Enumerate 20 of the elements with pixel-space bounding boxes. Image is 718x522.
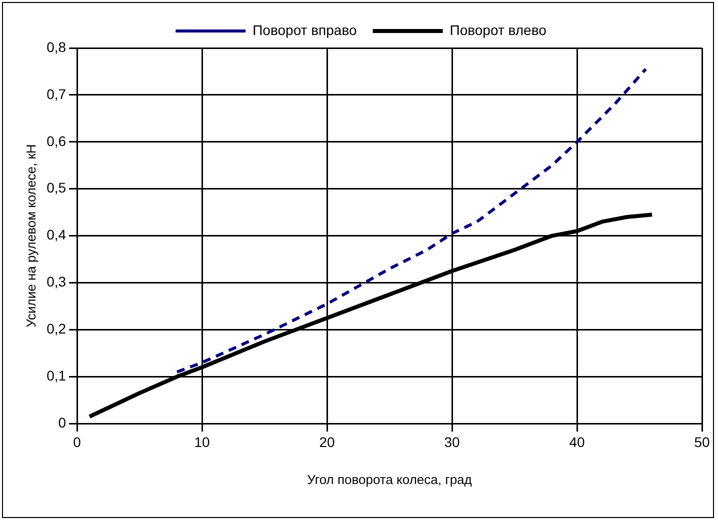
legend-label: Поворот влево	[450, 22, 547, 38]
x-tick-label: 40	[569, 434, 586, 450]
x-tick-label: 50	[694, 434, 710, 450]
y-tick-label: 0,6	[46, 132, 66, 149]
y-tick-label: 0	[58, 414, 66, 430]
y-tick-label: 0,4	[46, 226, 66, 243]
x-tick-label: 0	[73, 434, 82, 450]
y-tick-label: 0,2	[46, 320, 66, 337]
y-tick-label: 0,5	[46, 180, 66, 196]
y-tick-label: 0,3	[46, 274, 66, 290]
y-tick-label: 0,7	[46, 86, 66, 102]
x-tick-label: 10	[194, 434, 210, 450]
y-tick-label: 0,8	[46, 38, 66, 55]
y-axis-title: Усилие на рулевом колесе, кН	[23, 144, 38, 328]
x-tick-label: 20	[319, 434, 336, 450]
x-tick-label: 30	[444, 434, 460, 450]
y-tick-label: 0,1	[46, 368, 66, 384]
line-series	[176, 68, 648, 374]
legend-label: Поворот вправо	[252, 22, 357, 38]
x-axis-title: Угол поворота колеса, град	[307, 472, 472, 487]
